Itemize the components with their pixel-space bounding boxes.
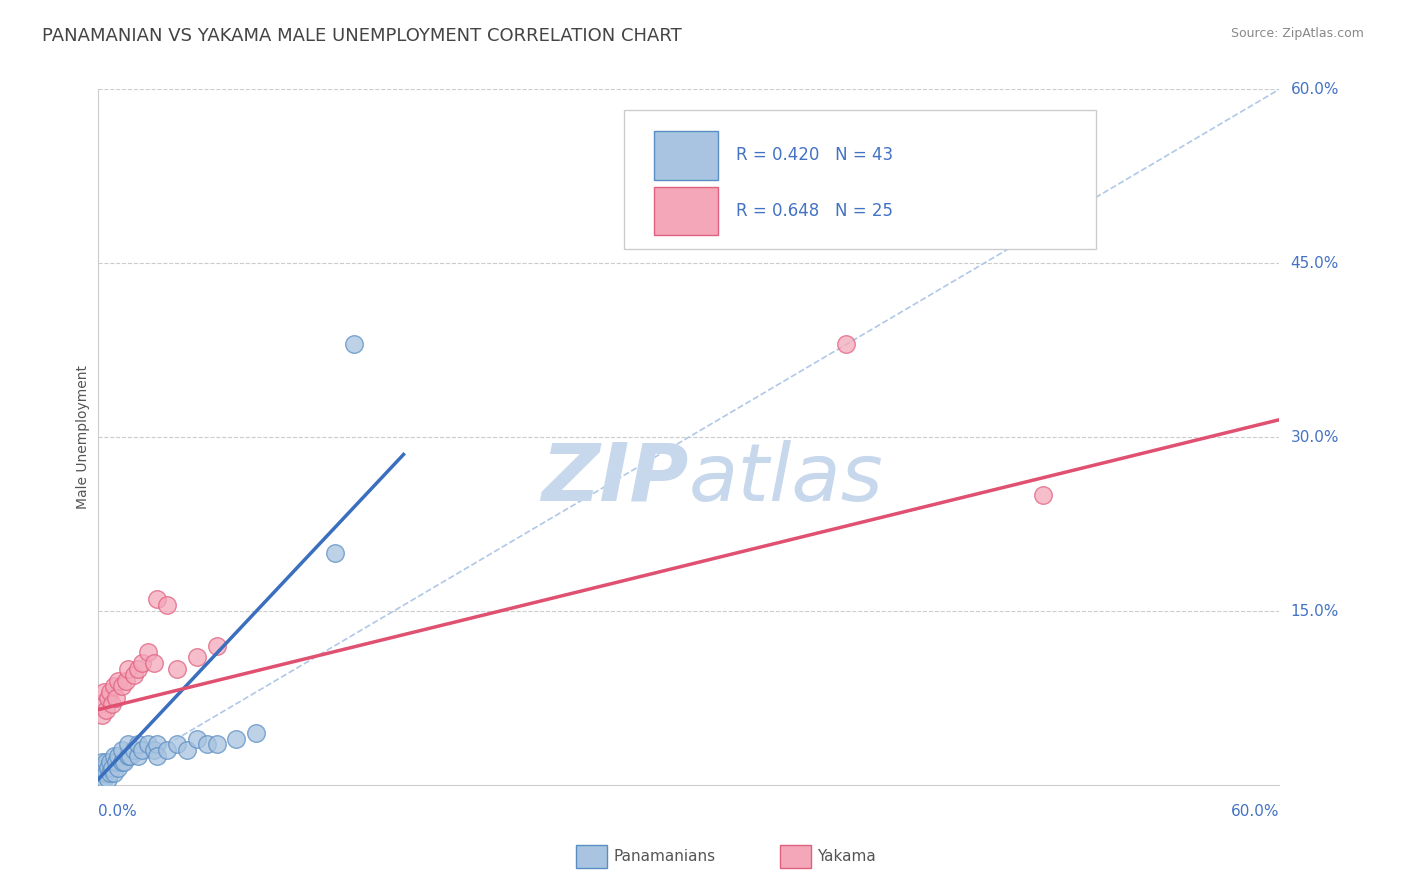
Point: [245, 726, 267, 740]
Point: [343, 337, 366, 351]
Y-axis label: Male Unemployment: Male Unemployment: [76, 365, 90, 509]
FancyBboxPatch shape: [654, 186, 718, 235]
Point: [225, 731, 247, 746]
Point: [131, 743, 153, 757]
Point: [105, 690, 128, 705]
Point: [96, 703, 118, 717]
Text: R = 0.648   N = 25: R = 0.648 N = 25: [737, 202, 893, 220]
Point: [98, 755, 121, 769]
Point: [142, 657, 165, 671]
Point: [118, 749, 141, 764]
Point: [89, 772, 111, 787]
Point: [166, 737, 188, 751]
Point: [112, 755, 135, 769]
Text: atlas: atlas: [689, 440, 884, 518]
Point: [127, 749, 149, 764]
Point: [91, 755, 114, 769]
Point: [97, 760, 120, 774]
Point: [205, 639, 228, 653]
Text: 60.0%: 60.0%: [1232, 804, 1279, 819]
Point: [97, 690, 120, 705]
FancyBboxPatch shape: [624, 110, 1097, 249]
Point: [93, 760, 115, 774]
Point: [105, 755, 128, 769]
Point: [136, 644, 159, 658]
Text: 30.0%: 30.0%: [1291, 430, 1339, 444]
Point: [176, 743, 198, 757]
Point: [107, 749, 129, 764]
Point: [186, 731, 208, 746]
Text: Panamanians: Panamanians: [613, 849, 716, 863]
Point: [146, 749, 169, 764]
Point: [111, 680, 134, 694]
Point: [91, 772, 114, 787]
Point: [117, 749, 139, 764]
Text: Yakama: Yakama: [817, 849, 876, 863]
Point: [107, 760, 129, 774]
Text: 45.0%: 45.0%: [1291, 256, 1339, 270]
Point: [101, 760, 124, 774]
Point: [91, 708, 114, 723]
Point: [323, 546, 346, 560]
Point: [117, 737, 139, 751]
Point: [98, 685, 121, 699]
Point: [136, 737, 159, 751]
Point: [103, 749, 125, 764]
Point: [166, 662, 188, 676]
Point: [122, 667, 145, 681]
Point: [127, 737, 149, 751]
Point: [96, 755, 118, 769]
Point: [89, 697, 111, 711]
Text: Source: ZipAtlas.com: Source: ZipAtlas.com: [1230, 27, 1364, 40]
Point: [186, 650, 208, 665]
Point: [103, 680, 125, 694]
Point: [156, 598, 179, 612]
Point: [142, 743, 165, 757]
Point: [96, 766, 118, 780]
Point: [101, 697, 124, 711]
Point: [111, 743, 134, 757]
Point: [146, 737, 169, 751]
Point: [111, 755, 134, 769]
Point: [156, 743, 179, 757]
Point: [98, 766, 121, 780]
Text: 15.0%: 15.0%: [1291, 604, 1339, 618]
Point: [103, 766, 125, 780]
FancyBboxPatch shape: [654, 131, 718, 179]
Point: [115, 673, 138, 688]
Point: [127, 662, 149, 676]
Text: 60.0%: 60.0%: [1291, 82, 1339, 96]
Text: R = 0.420   N = 43: R = 0.420 N = 43: [737, 146, 893, 164]
Point: [1032, 488, 1054, 502]
Point: [117, 662, 139, 676]
Point: [835, 337, 858, 351]
Text: 0.0%: 0.0%: [98, 804, 138, 819]
Point: [91, 766, 114, 780]
Point: [205, 737, 228, 751]
Point: [195, 737, 218, 751]
Point: [97, 772, 120, 787]
Point: [146, 592, 169, 607]
Point: [122, 743, 145, 757]
Point: [131, 657, 153, 671]
Text: ZIP: ZIP: [541, 440, 689, 518]
Point: [93, 685, 115, 699]
Point: [89, 766, 111, 780]
Point: [107, 673, 129, 688]
Text: PANAMANIAN VS YAKAMA MALE UNEMPLOYMENT CORRELATION CHART: PANAMANIAN VS YAKAMA MALE UNEMPLOYMENT C…: [42, 27, 682, 45]
Point: [93, 772, 115, 787]
